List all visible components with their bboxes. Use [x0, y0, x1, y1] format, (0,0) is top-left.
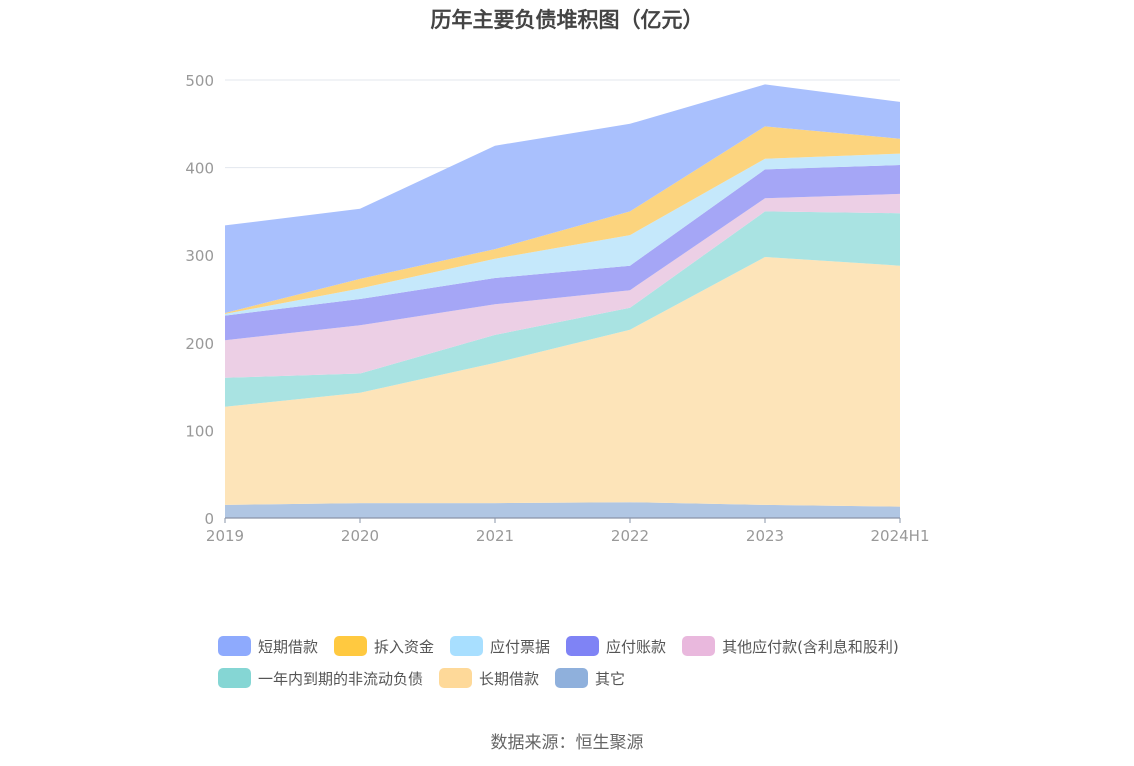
legend-item-interbank-borrowings[interactable]: 拆入资金 [334, 636, 434, 657]
legend-item-other[interactable]: 其它 [555, 668, 625, 689]
y-tick-label: 400 [185, 160, 214, 178]
y-tick-label: 0 [204, 510, 214, 528]
area-series-0[interactable] [225, 502, 900, 518]
x-tick-label: 2022 [611, 527, 649, 545]
x-tick-label: 2024H1 [871, 527, 930, 545]
legend-label: 拆入资金 [374, 637, 435, 656]
area-series-1[interactable] [225, 257, 900, 507]
legend-label: 应付账款 [606, 637, 667, 656]
legend-item-long-term-loans[interactable]: 长期借款 [439, 668, 539, 689]
stacked-area-chart: 0 100 200 300 400 500 2019 2020 2021 2022 2023 2024… [185, 72, 929, 545]
source-note: 数据来源：恒生聚源 [490, 733, 644, 753]
legend-label: 一年内到期的非流动负债 [258, 669, 424, 688]
legend-swatch [555, 668, 589, 688]
legend-item-other-payables[interactable]: 其他应付款(含利息和股利) [682, 636, 899, 657]
x-tick-label: 2023 [746, 527, 784, 545]
axes: 0 100 200 300 400 500 2019 2020 2021 2022 2023 2024… [185, 72, 929, 545]
legend-row-1: 短期借款 拆入资金 应付票据 应付账款 其他应付款(含利息和股利) [218, 630, 938, 662]
area-series-3[interactable] [225, 193, 900, 378]
y-tick-label: 200 [185, 335, 214, 353]
x-tick-label: 2021 [476, 527, 514, 545]
chart-title: 历年主要负债堆积图（亿元） [430, 8, 704, 32]
y-tick-label: 100 [185, 422, 214, 440]
area-series-7[interactable] [225, 84, 900, 314]
legend-item-current-noncurrent-liabilities[interactable]: 一年内到期的非流动负债 [218, 668, 423, 689]
area-series-2[interactable] [225, 211, 900, 407]
legend-swatch [566, 636, 600, 656]
legend-label: 长期借款 [479, 669, 540, 688]
legend-swatch [682, 636, 716, 656]
y-tick-label: 300 [185, 247, 214, 265]
legend-item-short-term-loans[interactable]: 短期借款 [218, 636, 318, 657]
legend-swatch [439, 668, 473, 688]
x-tick-label: 2019 [206, 527, 244, 545]
legend-label: 应付票据 [490, 637, 551, 656]
legend-item-notes-payable[interactable]: 应付票据 [450, 636, 550, 657]
y-tick-label: 500 [185, 72, 214, 90]
x-tick-label: 2020 [341, 527, 379, 545]
legend-row-2: 一年内到期的非流动负债 长期借款 其它 [218, 662, 938, 694]
area-series-4[interactable] [225, 165, 900, 341]
legend: 短期借款 拆入资金 应付票据 应付账款 其他应付款(含利息和股利) 一年内到期的… [218, 630, 938, 694]
legend-label: 其他应付款(含利息和股利) [722, 637, 899, 656]
legend-swatch [218, 636, 251, 656]
legend-swatch [334, 636, 368, 656]
legend-label: 其它 [595, 669, 626, 688]
legend-swatch [450, 636, 484, 656]
area-series-6[interactable] [225, 126, 900, 314]
area-series [225, 84, 900, 518]
legend-label: 短期借款 [258, 637, 319, 656]
legend-item-accounts-payable[interactable]: 应付账款 [566, 636, 666, 657]
legend-swatch [218, 668, 251, 688]
